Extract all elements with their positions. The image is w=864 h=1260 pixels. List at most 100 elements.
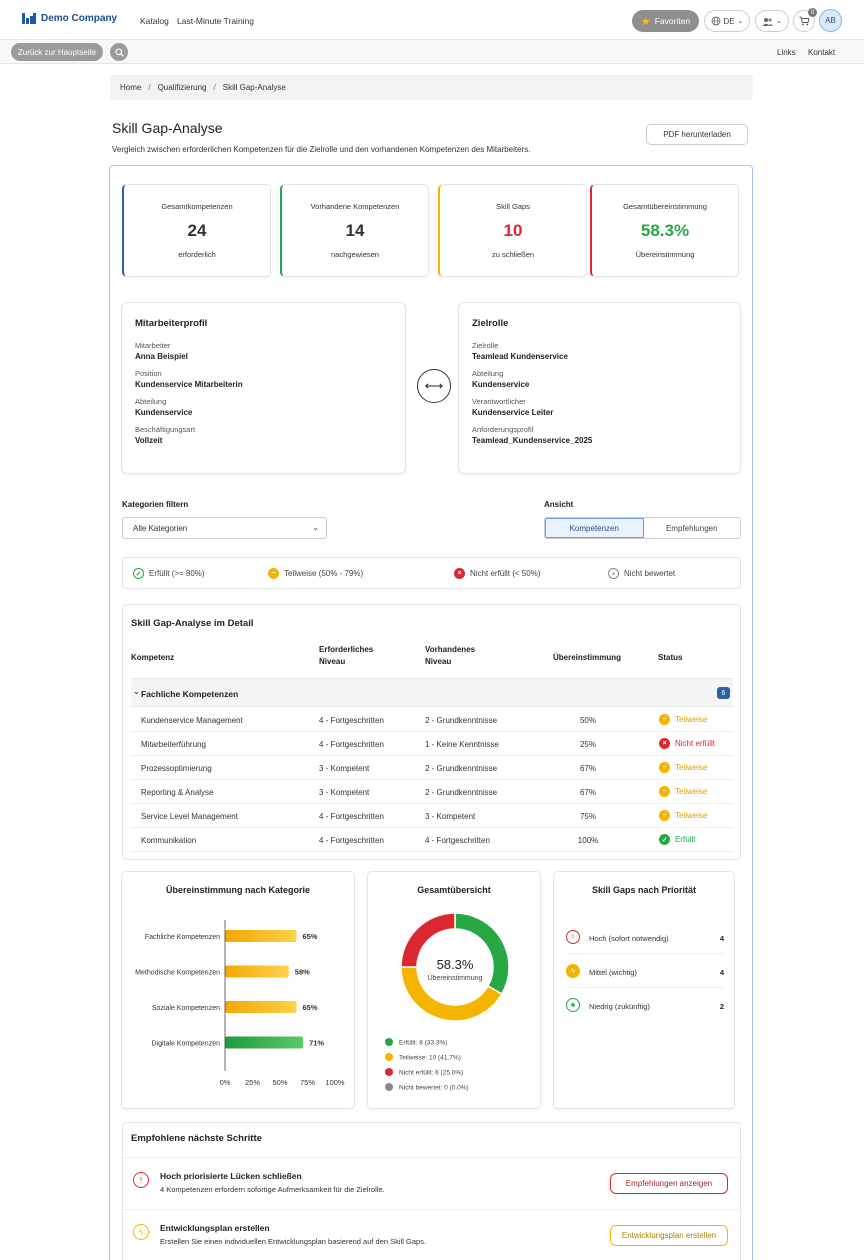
table-row[interactable]: Kundenservice Management 4 - Fortgeschrit… bbox=[131, 708, 733, 732]
category-filter-label: Kategorien filtern bbox=[122, 500, 189, 509]
field-label: Zielrolle bbox=[472, 341, 499, 350]
links-link[interactable]: Links bbox=[777, 48, 796, 57]
employee-profile-card: Mitarbeiterprofil Mitarbeiter Anna Beispi… bbox=[121, 302, 406, 474]
stat-sub: erforderlich bbox=[178, 250, 216, 259]
user-switch-button[interactable]: ⌄ bbox=[755, 10, 789, 32]
field-label: Mitarbeiter bbox=[135, 341, 171, 350]
category-label: Soziale Kompetenzen bbox=[152, 1005, 220, 1012]
view-recommendations-button[interactable]: Empfehlungen bbox=[665, 523, 718, 533]
field-label: Abteilung bbox=[135, 397, 167, 406]
field-label: Anforderungsprofil bbox=[472, 425, 534, 434]
cell-required: 4 - Fortgeschritten bbox=[319, 836, 384, 845]
star-icon: ★ bbox=[640, 15, 651, 28]
brand[interactable]: Demo Company bbox=[22, 13, 117, 24]
nav-link-last-minute-training[interactable]: Last-Minute Training bbox=[177, 16, 255, 26]
page-title: Skill Gap-Analyse bbox=[112, 120, 223, 136]
cell-required: 4 - Fortgeschritten bbox=[319, 812, 384, 821]
cart-button[interactable]: 0 bbox=[793, 8, 817, 32]
table-row[interactable]: Mitarbeiterführung 4 - Fortgeschritten 1 -… bbox=[131, 732, 733, 756]
step-development-plan: ϟ Entwicklungsplan erstellen Erstellen S… bbox=[123, 1209, 742, 1260]
cell-match: 100% bbox=[577, 836, 599, 845]
legend-label: Erfüllt: 8 (33.3%) bbox=[399, 1040, 447, 1047]
breadcrumb-qualifizierung[interactable]: Qualifizierung bbox=[157, 83, 207, 92]
priority-label: Hoch (sofort notwendig) bbox=[589, 934, 669, 943]
status-partial-icon: − bbox=[659, 786, 670, 797]
cell-competency: Kundenservice Management bbox=[141, 716, 243, 725]
contact-link[interactable]: Kontakt bbox=[808, 48, 836, 57]
category-filter-select[interactable]: Alle Kategorien ⌄ bbox=[122, 517, 327, 539]
users-icon bbox=[762, 17, 774, 26]
employee-profile-title: Mitarbeiterprofil bbox=[135, 318, 208, 329]
stat-card-total: Gesamtkompetenzen 24 erforderlich bbox=[122, 184, 271, 277]
step-title: Entwicklungsplan erstellen bbox=[160, 1223, 270, 1233]
x-tick-label: 75% bbox=[300, 1078, 315, 1087]
header-match: Übereinstimmung bbox=[553, 653, 622, 662]
nav-link-katalog[interactable]: Katalog bbox=[140, 16, 169, 26]
create-development-plan-button[interactable]: Entwicklungsplan erstellen bbox=[610, 1225, 728, 1246]
cell-match: 67% bbox=[579, 764, 596, 773]
legend-item-none: ● Nicht bewertet bbox=[608, 568, 675, 579]
header-line: Erforderliches bbox=[319, 645, 374, 654]
show-recommendations-button[interactable]: Empfehlungen anzeigen bbox=[610, 1173, 728, 1194]
table-row[interactable]: Kommunikation 4 - Fortgeschritten 4 - Fort… bbox=[131, 828, 733, 852]
priority-count: 4 bbox=[719, 968, 724, 977]
field-employee: Mitarbeiter Anna Beispiel bbox=[135, 341, 392, 361]
category-label: Methodische Kompetenzen bbox=[135, 970, 220, 977]
back-to-home-button[interactable]: Zurück zur Hauptseite bbox=[11, 43, 103, 61]
check-circle-icon: ✓ bbox=[133, 568, 144, 579]
breadcrumb-home[interactable]: Home bbox=[120, 83, 142, 92]
cell-status: − Teilweise bbox=[659, 714, 707, 725]
search-button[interactable] bbox=[110, 43, 128, 61]
cell-status: − Teilweise bbox=[659, 810, 707, 821]
breadcrumb-separator: / bbox=[213, 83, 216, 92]
chevron-down-icon: ⌄ bbox=[312, 523, 319, 532]
header-required-level: Erforderliches Niveau bbox=[319, 644, 373, 668]
stat-sub: Übereinstimmung bbox=[635, 250, 695, 259]
legend-label: Teilweise (50% - 79%) bbox=[284, 569, 364, 578]
stat-card-match: Gesamtübereinstimmung 58.3% Übereinstimm… bbox=[590, 184, 739, 277]
cell-current: 2 - Grundkenntnisse bbox=[425, 788, 498, 797]
header-line: Niveau bbox=[425, 657, 452, 666]
table-row[interactable]: Prozessoptimierung 3 - Kompetent 2 - Grund… bbox=[131, 756, 733, 780]
favorites-label: Favoriten bbox=[654, 16, 691, 26]
field-position: Position Kundenservice Mitarbeiterin bbox=[135, 369, 392, 389]
group-label: Fachliche Kompetenzen bbox=[141, 689, 239, 699]
legend-swatch bbox=[385, 1053, 393, 1061]
cell-competency: Reporting & Analyse bbox=[141, 788, 214, 797]
status-label: Nicht erfüllt bbox=[675, 739, 716, 748]
cell-current: 2 - Grundkenntnisse bbox=[425, 764, 498, 773]
bar bbox=[225, 930, 297, 942]
table-row[interactable]: Service Level Management 4 - Fortgeschrit… bbox=[131, 804, 733, 828]
table-row[interactable]: Reporting & Analyse 3 - Kompetent 2 - Grun… bbox=[131, 780, 733, 804]
status-label: Erfüllt bbox=[675, 835, 696, 844]
target-role-card: Zielrolle Zielrolle Teamlead Kundenservic… bbox=[458, 302, 741, 474]
category-match-chart: Übereinstimmung nach Kategorie Fachliche… bbox=[121, 871, 355, 1109]
view-competencies-button[interactable]: Kompetenzen bbox=[545, 518, 644, 538]
group-row-fachliche[interactable]: ⌄ Fachliche Kompetenzen 6 bbox=[131, 678, 733, 707]
legend-item-fail: × Nicht erfüllt (< 50%) bbox=[454, 568, 540, 579]
cell-required: 4 - Fortgeschritten bbox=[319, 740, 384, 749]
legend-swatch bbox=[385, 1068, 393, 1076]
breadcrumb: Home / Qualifizierung / Skill Gap-Analys… bbox=[110, 75, 753, 100]
priority-row-low[interactable]: ♣ Niedrig (zukünftig) 2 bbox=[566, 988, 724, 1022]
priority-row-high[interactable]: ! Hoch (sofort notwendig) 4 bbox=[566, 920, 724, 954]
field-label: Position bbox=[135, 369, 162, 378]
bar-value-label: 71% bbox=[309, 1039, 324, 1048]
priority-row-medium[interactable]: ϟ Mittel (wichtig) 4 bbox=[566, 954, 724, 988]
user-avatar[interactable]: AB bbox=[819, 9, 842, 32]
legend-label: Erfüllt (>= 80%) bbox=[149, 569, 205, 578]
favorites-button[interactable]: ★ Favoriten bbox=[632, 10, 699, 32]
stat-label: Gesamtkompetenzen bbox=[161, 202, 233, 211]
priority-label: Niedrig (zukünftig) bbox=[589, 1002, 650, 1011]
chevron-down-icon: ⌄ bbox=[737, 18, 744, 25]
bar-value-label: 65% bbox=[303, 1003, 318, 1012]
legend-label: Nicht bewertet: 0 (0.0%) bbox=[399, 1085, 469, 1092]
field-value: Kundenservice bbox=[135, 408, 193, 417]
cell-current: 4 - Fortgeschritten bbox=[425, 836, 490, 845]
pdf-download-button[interactable]: PDF herunterladen bbox=[646, 124, 748, 145]
sub-navigation: Zurück zur Hauptseite Links Kontakt bbox=[0, 40, 864, 64]
step-description: Erstellen Sie einen individuellen Entwic… bbox=[160, 1237, 426, 1246]
language-selector[interactable]: DE ⌄ bbox=[704, 10, 750, 32]
field-requirement-profile: Anforderungsprofil Teamlead_Kundenservice… bbox=[472, 425, 727, 445]
skill-gap-table: Skill Gap-Analyse im Detail Kompetenz Er… bbox=[122, 604, 741, 860]
